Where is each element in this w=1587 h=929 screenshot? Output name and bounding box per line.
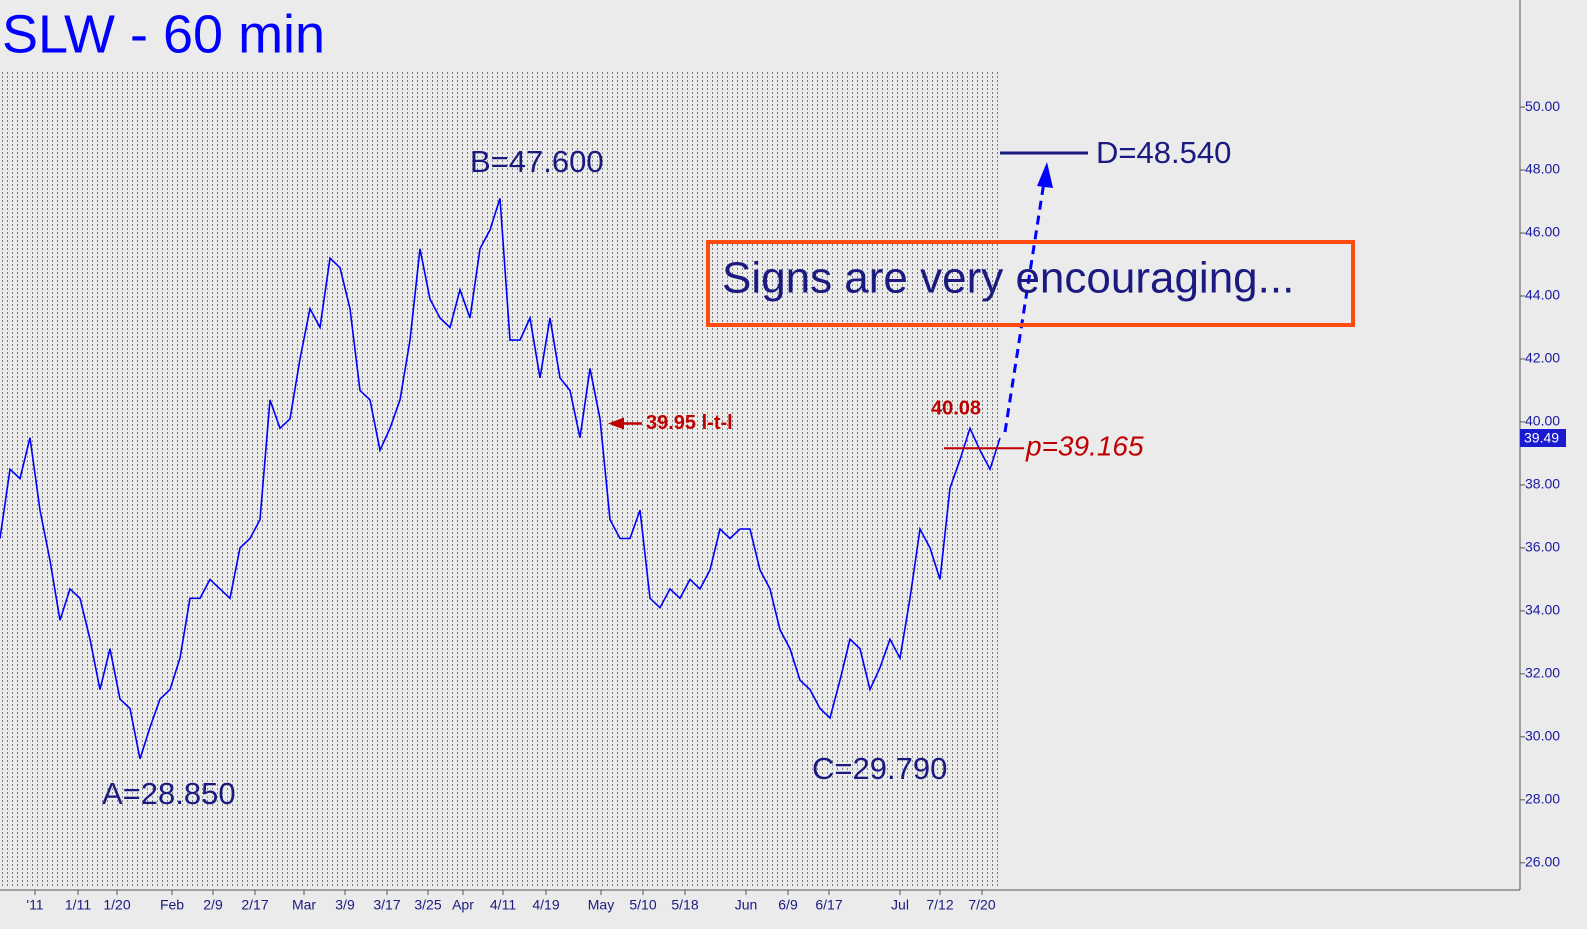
- y-tick-label: 46.00: [1525, 224, 1560, 240]
- x-tick-label: Feb: [160, 897, 184, 913]
- x-tick-label: Mar: [292, 897, 316, 913]
- y-tick-label: 36.00: [1525, 539, 1560, 555]
- y-tick-label: 30.00: [1525, 728, 1560, 744]
- last-price-box: [1520, 429, 1566, 448]
- x-tick-label: May: [588, 897, 614, 913]
- label-b: B=47.600: [470, 144, 604, 179]
- label-a: A=28.850: [102, 776, 236, 811]
- chart-title: SLW - 60 min: [2, 4, 325, 64]
- x-tick-label: 4/19: [532, 897, 559, 913]
- y-tick-label: 50.00: [1525, 98, 1560, 114]
- y-tick-label: 40.00: [1525, 413, 1560, 429]
- x-tick-label: 5/10: [629, 897, 656, 913]
- projection-arrow: [1003, 181, 1046, 433]
- label-d: D=48.540: [1096, 135, 1231, 170]
- x-tick-label: 1/11: [65, 897, 91, 913]
- y-tick-label: 26.00: [1525, 854, 1560, 870]
- projection-arrowhead: [1037, 162, 1053, 188]
- y-tick-label: 48.00: [1525, 161, 1560, 177]
- x-tick-label: 3/25: [414, 897, 441, 913]
- x-tick-label: 2/17: [241, 897, 268, 913]
- grid-dots: [0, 70, 998, 888]
- x-tick-label: 6/17: [815, 897, 842, 913]
- x-tick-label: 6/9: [778, 897, 798, 913]
- x-tick-label: 3/9: [335, 897, 355, 913]
- x-tick-label: 7/20: [968, 897, 995, 913]
- y-tick-label: 32.00: [1525, 665, 1560, 681]
- x-tick-label: '11: [26, 897, 43, 913]
- x-tick-label: 2/9: [203, 897, 223, 913]
- label-p: p=39.165: [1025, 431, 1144, 462]
- y-tick-label: 28.00: [1525, 791, 1560, 807]
- x-tick-label: 7/12: [926, 897, 953, 913]
- label-c: C=29.790: [812, 751, 947, 786]
- y-tick-label: 44.00: [1525, 287, 1560, 303]
- x-tick-label: 3/17: [373, 897, 400, 913]
- x-tick-label: Jul: [891, 897, 909, 913]
- x-tick-label: Jun: [735, 897, 758, 913]
- note-text: Signs are very encouraging...: [722, 254, 1294, 303]
- x-tick-label: Apr: [452, 897, 474, 913]
- price-line: [0, 198, 1001, 760]
- x-tick-label: 5/18: [671, 897, 698, 913]
- last-price-label: 39.49: [1524, 430, 1559, 446]
- y-tick-label: 42.00: [1525, 350, 1560, 366]
- y-tick-label: 38.00: [1525, 476, 1560, 492]
- x-tick-label: 4/11: [490, 897, 516, 913]
- label-high: 40.08: [931, 397, 981, 419]
- ltl-arrowhead: [608, 417, 624, 430]
- label-ltl: 39.95 l-t-l: [646, 412, 733, 434]
- y-tick-label: 34.00: [1525, 602, 1560, 618]
- x-tick-label: 1/20: [103, 897, 130, 913]
- note-box: [706, 240, 1355, 327]
